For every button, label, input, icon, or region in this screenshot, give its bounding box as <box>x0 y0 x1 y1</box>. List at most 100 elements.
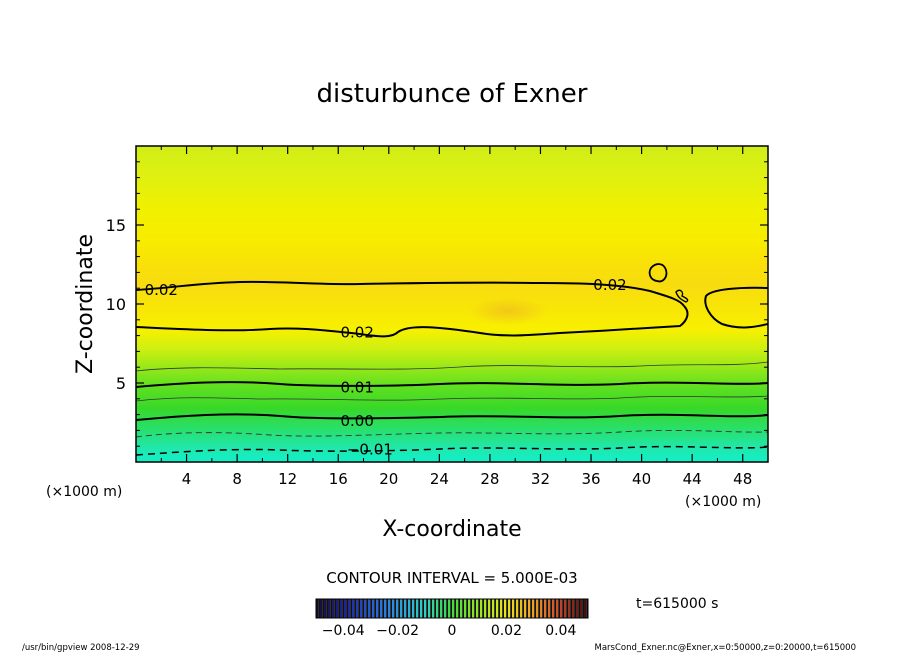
colorbar-ticks: −0.04 −0.02 0 0.02 0.04 <box>322 623 577 639</box>
colorbar-gap <box>514 599 516 618</box>
contour-label: 0.02 <box>593 276 626 294</box>
contour-label: −0.01 <box>347 440 393 458</box>
colorbar-swatch <box>344 599 347 618</box>
footer-left: /usr/bin/gpview 2008-12-29 <box>22 643 140 653</box>
x-axis-label: X-coordinate <box>382 517 521 542</box>
colorbar-swatch <box>468 599 471 618</box>
colorbar-swatch <box>540 599 543 618</box>
colorbar-gap <box>414 599 416 618</box>
colorbar-swatch <box>348 599 351 618</box>
colorbar-swatch <box>452 599 455 618</box>
colorbar-gap <box>366 599 368 618</box>
colorbar-gap <box>474 599 476 618</box>
colorbar-gap <box>562 599 564 618</box>
colorbar-swatch <box>548 599 551 618</box>
colorbar-gap <box>442 599 444 618</box>
colorbar-gap <box>386 599 388 618</box>
colorbar-swatch <box>536 599 539 618</box>
colorbar-gap <box>550 599 552 618</box>
colorbar-swatch <box>560 599 563 618</box>
colorbar-swatch <box>384 599 387 618</box>
colorbar-swatch <box>496 599 499 618</box>
colorbar-swatch <box>328 599 331 618</box>
x-tick-label: 20 <box>379 470 398 488</box>
colorbar-swatch <box>504 599 507 618</box>
contour-line-0.00 <box>136 413 768 421</box>
colorbar-swatch <box>400 599 403 618</box>
x-unit-right: (×1000 m) <box>685 494 761 510</box>
colorbar-swatch <box>388 599 391 618</box>
x-unit-left: (×1000 m) <box>46 484 122 500</box>
x-tick-label: 32 <box>531 470 550 488</box>
contour-line-minus-0.01 <box>136 445 768 456</box>
colorbar-gap <box>546 599 548 618</box>
colorbar-swatch <box>372 599 375 618</box>
colorbar-gap <box>342 599 344 618</box>
contour-line-0.01 <box>136 381 768 388</box>
colorbar-swatch <box>352 599 355 618</box>
x-tick-label: 48 <box>733 470 752 488</box>
colorbar-swatch <box>576 599 579 618</box>
colorbar-gap <box>326 599 328 618</box>
colorbar-gap <box>506 599 508 618</box>
colorbar-tick-label: −0.02 <box>376 623 419 639</box>
colorbar-swatch <box>448 599 451 618</box>
colorbar-tick-label: 0.02 <box>491 623 522 639</box>
x-tick-label: 44 <box>683 470 702 488</box>
time-text: t=615000 s <box>636 596 718 612</box>
colorbar-gap <box>470 599 472 618</box>
colorbar-gap <box>534 599 536 618</box>
colorbar-gap <box>362 599 364 618</box>
colorbar-gap <box>482 599 484 618</box>
colorbar-gap <box>350 599 352 618</box>
chart-title: disturbunce of Exner <box>317 79 588 109</box>
colorbar-gap <box>530 599 532 618</box>
colorbar-swatch <box>420 599 423 618</box>
colorbar-swatch <box>436 599 439 618</box>
colorbar-swatch <box>556 599 559 618</box>
colorbar-swatch <box>568 599 571 618</box>
colorbar-gap <box>466 599 468 618</box>
colorbar-swatch <box>356 599 359 618</box>
contour-line-0.02-upper <box>136 280 685 307</box>
colorbar-gap <box>446 599 448 618</box>
colorbar-swatch <box>544 599 547 618</box>
contour-line-dashed <box>136 429 768 438</box>
colorbar-swatch <box>316 599 319 618</box>
colorbar-gap <box>410 599 412 618</box>
x-tick-label: 16 <box>329 470 348 488</box>
colorbar-swatch <box>440 599 443 618</box>
x-axis: 4 8 12 16 20 24 28 32 36 40 44 48 <box>160 146 752 488</box>
colorbar-swatch <box>572 599 575 618</box>
colorbar-swatch <box>336 599 339 618</box>
colorbar-swatch <box>480 599 483 618</box>
colorbar-gap <box>382 599 384 618</box>
colorbar-swatch <box>432 599 435 618</box>
contour-label: 0.02 <box>340 323 373 341</box>
colorbar-gap <box>526 599 528 618</box>
x-tick-label: 4 <box>182 470 192 488</box>
contour-closed-island <box>648 263 668 283</box>
colorbar-gap <box>554 599 556 618</box>
y-tick-label: 15 <box>106 216 126 235</box>
colorbar-gap <box>438 599 440 618</box>
colorbar-swatch <box>552 599 555 618</box>
contour-small-wiggle <box>675 289 689 303</box>
colorbar-frame <box>315 598 589 619</box>
colorbar-swatch <box>456 599 459 618</box>
colorbar-gap <box>398 599 400 618</box>
colorbar-swatch <box>476 599 479 618</box>
colorbar-gap <box>390 599 392 618</box>
colorbar-gap <box>478 599 480 618</box>
colorbar-gap <box>406 599 408 618</box>
colorbar-gap <box>558 599 560 618</box>
colorbar-gap <box>522 599 524 618</box>
colorbar-gap <box>578 599 580 618</box>
colorbar-swatch <box>324 599 327 618</box>
colorbar-swatch <box>428 599 431 618</box>
colorbar-gap <box>586 599 588 618</box>
contour-line-0.02-lower <box>136 305 689 338</box>
colorbar-gap <box>330 599 332 618</box>
contour-line-0.02-right <box>704 286 768 329</box>
